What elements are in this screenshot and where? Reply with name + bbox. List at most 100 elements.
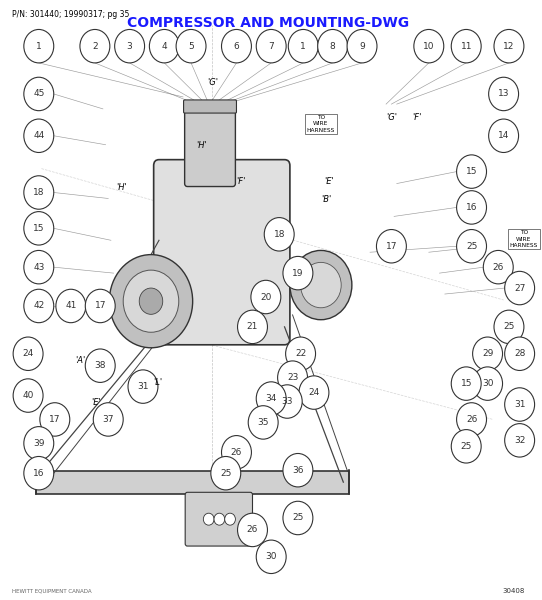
Circle shape (505, 337, 534, 370)
Text: 'F': 'F' (236, 177, 246, 186)
Text: 8: 8 (330, 41, 335, 50)
Circle shape (109, 254, 192, 348)
Circle shape (377, 230, 406, 263)
Text: TO
WIRE
HARNESS: TO WIRE HARNESS (509, 230, 538, 248)
Text: 'F': 'F' (412, 113, 422, 122)
Text: 6: 6 (234, 41, 240, 50)
Circle shape (24, 29, 54, 63)
Circle shape (248, 406, 278, 439)
Circle shape (85, 349, 115, 382)
Circle shape (256, 540, 286, 574)
Text: 16: 16 (33, 469, 44, 478)
Text: 26: 26 (466, 415, 478, 424)
Text: 18: 18 (33, 188, 44, 197)
Circle shape (139, 288, 163, 314)
Text: 24: 24 (308, 388, 320, 397)
Circle shape (256, 29, 286, 63)
Text: 30: 30 (482, 379, 493, 388)
Circle shape (24, 289, 54, 323)
Text: 37: 37 (102, 415, 114, 424)
Text: 31: 31 (514, 400, 525, 409)
FancyBboxPatch shape (184, 100, 236, 113)
Circle shape (214, 513, 225, 525)
Circle shape (483, 250, 513, 284)
Text: 31: 31 (137, 382, 149, 391)
Circle shape (150, 29, 179, 63)
Text: 'H': 'H' (196, 142, 207, 151)
Circle shape (93, 403, 123, 436)
Circle shape (283, 256, 313, 290)
Text: 1: 1 (300, 41, 306, 50)
Text: 41: 41 (65, 301, 76, 310)
Circle shape (24, 457, 54, 490)
Text: 42: 42 (33, 301, 44, 310)
Text: 17: 17 (386, 242, 397, 251)
Text: HEWITT EQUIPMENT CANADA: HEWITT EQUIPMENT CANADA (12, 589, 92, 594)
Text: 25: 25 (504, 322, 515, 331)
Circle shape (456, 403, 487, 436)
Circle shape (256, 382, 286, 415)
Text: 36: 36 (292, 466, 304, 475)
Text: 15: 15 (466, 167, 478, 176)
Text: 18: 18 (274, 230, 285, 239)
Circle shape (24, 212, 54, 245)
Text: 29: 29 (482, 349, 493, 358)
Circle shape (222, 29, 251, 63)
Circle shape (264, 218, 294, 251)
Circle shape (318, 29, 347, 63)
Circle shape (13, 337, 43, 370)
Text: 'H': 'H' (116, 183, 127, 192)
Text: 43: 43 (33, 263, 44, 272)
Text: 25: 25 (461, 442, 472, 451)
Text: 11: 11 (461, 41, 472, 50)
Text: 1: 1 (36, 41, 42, 50)
Text: 13: 13 (498, 89, 509, 98)
Circle shape (451, 29, 481, 63)
Circle shape (115, 29, 145, 63)
Text: 3: 3 (127, 41, 132, 50)
Text: 'E': 'E' (92, 398, 101, 407)
Text: 19: 19 (292, 269, 304, 278)
Text: 2: 2 (92, 41, 98, 50)
Text: 26: 26 (493, 263, 504, 272)
Text: 23: 23 (287, 373, 298, 382)
Circle shape (176, 29, 206, 63)
Text: 35: 35 (257, 418, 269, 427)
Text: 25: 25 (466, 242, 478, 251)
Text: 17: 17 (94, 301, 106, 310)
Circle shape (451, 367, 481, 400)
Circle shape (222, 436, 251, 469)
Text: 'B': 'B' (321, 195, 331, 204)
Text: 14: 14 (498, 131, 509, 140)
Text: 'G': 'G' (207, 77, 218, 86)
Text: COMPRESSOR AND MOUNTING-DWG: COMPRESSOR AND MOUNTING-DWG (127, 16, 410, 31)
Text: 34: 34 (266, 394, 277, 403)
Text: 15: 15 (33, 224, 44, 233)
Text: 5: 5 (188, 41, 194, 50)
Text: 26: 26 (247, 526, 258, 535)
Text: 28: 28 (514, 349, 525, 358)
Text: 26: 26 (231, 448, 242, 457)
Circle shape (456, 191, 487, 224)
Circle shape (272, 385, 302, 418)
Text: 10: 10 (423, 41, 435, 50)
Circle shape (40, 403, 70, 436)
Circle shape (494, 29, 524, 63)
Circle shape (505, 388, 534, 421)
Circle shape (473, 367, 502, 400)
Text: 45: 45 (33, 89, 44, 98)
Circle shape (237, 310, 267, 344)
Circle shape (128, 370, 158, 403)
Circle shape (290, 250, 352, 320)
Circle shape (24, 250, 54, 284)
Circle shape (80, 29, 110, 63)
Circle shape (24, 119, 54, 152)
Circle shape (56, 289, 86, 323)
Text: 15: 15 (461, 379, 472, 388)
Circle shape (85, 289, 115, 323)
Circle shape (283, 454, 313, 487)
Circle shape (489, 77, 519, 110)
Circle shape (203, 513, 214, 525)
Circle shape (24, 427, 54, 460)
Text: 38: 38 (94, 361, 106, 370)
